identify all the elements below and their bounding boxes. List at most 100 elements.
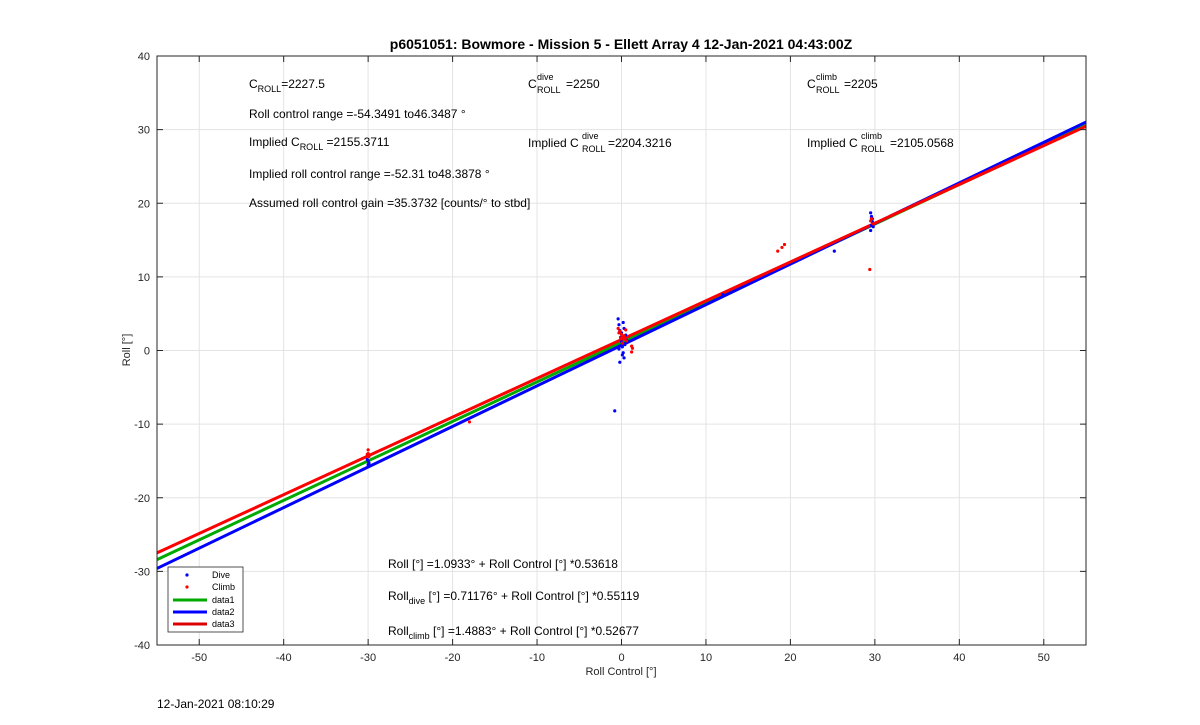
svg-text:climb: climb <box>861 131 882 141</box>
x-tick-label: -20 <box>445 652 461 664</box>
y-tick-label: 0 <box>144 346 150 358</box>
annotation-implied-c-climb: Implied C climb ROLL =2105.0568 <box>807 131 954 154</box>
dive-point <box>832 249 836 253</box>
svg-text:Implied C: Implied C <box>528 136 579 150</box>
svg-text:=2250: =2250 <box>566 77 600 91</box>
climb-point <box>622 334 626 338</box>
dive-point <box>623 343 627 347</box>
svg-text:=2205: =2205 <box>844 77 878 91</box>
climb-point <box>619 336 623 340</box>
svg-text:ROLL: ROLL <box>582 144 606 154</box>
legend-label-data3: data3 <box>212 619 235 629</box>
climb-point <box>616 326 620 331</box>
y-tick-label: 40 <box>138 51 150 63</box>
y-tick-label: 20 <box>138 198 150 210</box>
y-tick-label: 30 <box>138 125 150 137</box>
climb-point <box>782 242 787 247</box>
chart-title: p6051051: Bowmore - Mission 5 - Ellett A… <box>390 36 853 52</box>
climb-point <box>617 331 621 335</box>
series-line-data3 <box>156 124 1087 555</box>
y-axis-title: Roll [°] <box>121 334 133 367</box>
climb-point <box>630 350 634 354</box>
dive-point <box>620 345 624 349</box>
climb-point <box>869 217 874 221</box>
svg-text:climb: climb <box>816 72 837 82</box>
annotation-fit-all: Roll [°] =1.0933° + Roll Control [°] *0.… <box>388 557 618 571</box>
svg-text:=2204.3216: =2204.3216 <box>608 136 672 150</box>
climb-point <box>620 341 624 345</box>
annotation-implied-c-dive: Implied C dive ROLL =2204.3216 <box>528 131 672 154</box>
climb-point <box>365 452 369 456</box>
dive-point <box>617 323 621 327</box>
y-tick-label: -20 <box>134 493 150 505</box>
legend-label-data1: data1 <box>212 595 235 605</box>
svg-text:C: C <box>807 77 816 91</box>
svg-text:=2105.0568: =2105.0568 <box>890 136 954 150</box>
y-tick-label: 10 <box>138 272 150 284</box>
svg-text:ROLL: ROLL <box>861 144 885 154</box>
annotation-roll-range: Roll control range =-54.3491 to46.3487 ° <box>249 107 466 121</box>
climb-point <box>630 346 635 350</box>
svg-text:Implied C: Implied C <box>807 136 858 150</box>
svg-text:ROLL: ROLL <box>816 85 840 95</box>
climb-point <box>367 454 371 459</box>
dive-point <box>620 353 624 357</box>
legend-marker-dive <box>185 573 189 577</box>
climb-point <box>467 420 472 424</box>
legend-label-data2: data2 <box>212 607 235 617</box>
dive-point <box>613 409 617 413</box>
dive-point <box>869 228 873 233</box>
dive-point <box>621 320 625 325</box>
svg-text:dive: dive <box>537 72 554 82</box>
x-tick-label: -30 <box>360 652 376 664</box>
annotation-fit-dive: Rolldive [°] =0.71176° + Roll Control [°… <box>388 589 640 606</box>
svg-text:ROLL: ROLL <box>537 85 561 95</box>
annotation-implied-range: Implied roll control range =-52.31 to48.… <box>249 167 490 181</box>
x-tick-label: 10 <box>700 652 712 664</box>
annotation-fit-climb: Rollclimb [°] =1.4883° + Roll Control [°… <box>388 624 639 641</box>
dive-point <box>622 356 626 360</box>
x-tick-label: -10 <box>529 652 545 664</box>
dive-point <box>869 211 873 215</box>
legend-label-climb: Climb <box>212 582 235 592</box>
series <box>156 120 1087 570</box>
dive-point <box>367 461 371 465</box>
climb-point <box>780 245 784 250</box>
dive-point <box>617 347 621 351</box>
series-points-climb <box>365 217 875 459</box>
climb-point <box>776 249 780 253</box>
y-tick-label: -40 <box>134 640 150 652</box>
x-axis-title: Roll Control [°] <box>585 666 656 678</box>
annotation-gain: Assumed roll control gain =35.3732 [coun… <box>249 196 530 210</box>
footer-timestamp: 12-Jan-2021 08:10:29 <box>157 697 275 711</box>
dive-point <box>616 317 620 321</box>
axis-ticks: -50 -40 -30 -20 -10 0 10 20 30 40 50 -40 -30 -20 -10 0 1… <box>134 51 1086 664</box>
x-tick-label: 0 <box>618 652 624 664</box>
annotation-c-dive: C dive ROLL =2250 <box>528 72 600 95</box>
x-tick-label: 50 <box>1038 652 1050 664</box>
annotation-croll: CROLL=2227.5 <box>249 77 325 94</box>
legend-label-dive: Dive <box>212 570 230 580</box>
dive-point <box>721 292 725 297</box>
x-tick-label: -50 <box>191 652 207 664</box>
y-tick-label: -30 <box>134 566 150 578</box>
x-tick-label: -40 <box>276 652 292 664</box>
climb-point <box>868 267 872 272</box>
svg-text:C: C <box>528 77 537 91</box>
dive-point <box>365 457 369 462</box>
annotation-implied-croll: Implied CROLL =2155.3711 <box>249 135 390 152</box>
legend: Dive Climb data1 data2 data3 <box>167 566 244 633</box>
annotation-c-climb: C climb ROLL =2205 <box>807 72 878 95</box>
y-tick-label: -10 <box>134 419 150 431</box>
legend-marker-climb <box>185 585 189 589</box>
climb-point <box>366 448 370 452</box>
climb-point <box>624 339 629 343</box>
x-tick-label: 40 <box>953 652 965 664</box>
climb-point <box>619 332 624 336</box>
climb-point <box>624 328 628 332</box>
svg-text:dive: dive <box>582 131 599 141</box>
x-tick-label: 30 <box>869 652 881 664</box>
x-tick-label: 20 <box>784 652 796 664</box>
dive-point <box>618 360 622 364</box>
